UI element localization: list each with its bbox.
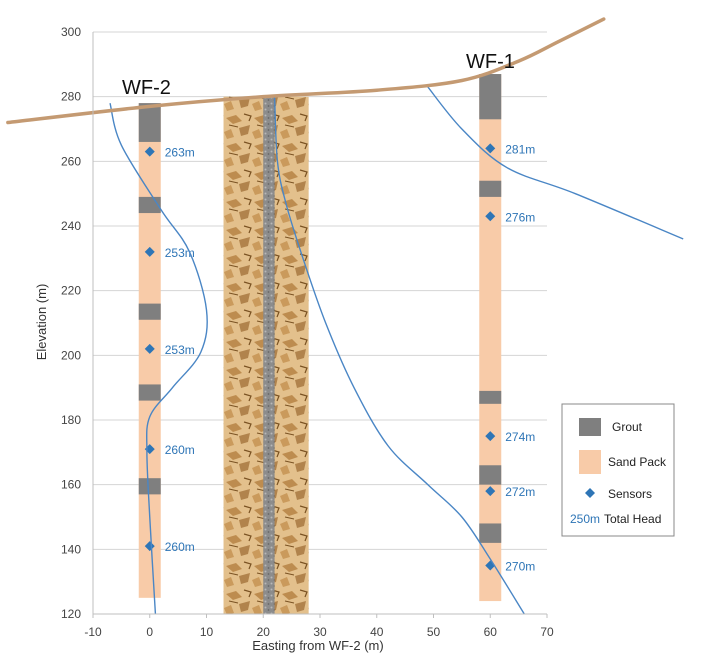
y-tick-label: 140: [61, 542, 81, 556]
grout-interval: [479, 465, 502, 485]
grout-interval: [138, 478, 161, 495]
y-tick-label: 180: [61, 413, 81, 427]
x-tick-label: 60: [484, 625, 498, 639]
sensor-marker: [485, 143, 496, 154]
x-tick-label: 0: [146, 625, 153, 639]
grout-interval: [138, 384, 161, 401]
sensor-marker: [144, 246, 155, 257]
ground-surface-line: [6, 17, 606, 125]
sensor-marker: [485, 211, 496, 222]
grout-interval: [479, 523, 502, 543]
sensor-head-label: 253m: [165, 343, 195, 357]
grout-interval: [479, 74, 502, 120]
fault-zone: [223, 96, 309, 614]
sensor-head-label: 272m: [505, 485, 535, 499]
y-tick-label: 260: [61, 154, 81, 168]
y-tick-label: 120: [61, 607, 81, 621]
x-tick-label: 50: [427, 625, 441, 639]
sensor-marker: [144, 343, 155, 354]
grout-interval: [479, 390, 502, 404]
well-wf1: 281m 276m 274m 272m 270m: [479, 74, 535, 602]
x-tick-label: 20: [257, 625, 271, 639]
sensor-head-label: 281m: [505, 142, 535, 156]
legend-grout-swatch: [579, 418, 601, 436]
x-tick-label: 10: [200, 625, 214, 639]
gridlines: [93, 31, 547, 615]
sensor-head-label: 253m: [165, 246, 195, 260]
ground-surface: [6, 17, 606, 125]
y-tick-label: 300: [61, 25, 81, 39]
legend-sand-pack-label: Sand Pack: [608, 455, 667, 469]
y-tick-label: 200: [61, 348, 81, 362]
wells: 263m 253m 253m 260m 260m 281m 276m 274m 272m 270m: [138, 74, 535, 602]
y-tick-label: 240: [61, 219, 81, 233]
legend-total-head-label: Total Head: [604, 512, 661, 526]
legend-head-example: 250m: [570, 512, 600, 526]
x-axis-title: Easting from WF-2 (m): [252, 638, 383, 653]
y-tick-label: 280: [61, 90, 81, 104]
y-tick-label: 160: [61, 478, 81, 492]
head-profile-line: [273, 96, 525, 614]
legend-grout-label: Grout: [612, 420, 643, 434]
grout-interval: [479, 180, 502, 197]
fault-core: [263, 96, 275, 614]
sensor-marker: [485, 486, 496, 497]
sensor-head-label: 274m: [505, 430, 535, 444]
head-profiles: [109, 86, 684, 614]
grout-interval: [138, 303, 161, 320]
legend-sensor-marker: [585, 488, 595, 498]
legend-sensors-label: Sensors: [608, 487, 652, 501]
sensor-head-label: 270m: [505, 560, 535, 574]
grout-interval: [138, 103, 161, 142]
well-label-wf2: WF-2: [122, 77, 171, 99]
well-label-wf1: WF-1: [466, 51, 515, 73]
axes: 120 140 160 180 200 220 240 260 280 300 -10 0 10 20 30…: [61, 25, 554, 639]
well-wf2: 263m 253m 253m 260m 260m: [138, 103, 195, 598]
sensor-marker: [485, 431, 496, 442]
x-tick-label: -10: [84, 625, 102, 639]
y-axis-title: Elevation (m): [34, 284, 49, 361]
sensor-head-label: 276m: [505, 210, 535, 224]
y-tick-label: 220: [61, 284, 81, 298]
x-tick-label: 40: [370, 625, 384, 639]
sensor-head-label: 263m: [165, 146, 195, 160]
sensor-head-label: 260m: [165, 443, 195, 457]
head-profile-line: [109, 102, 208, 614]
sensor-marker: [144, 146, 155, 157]
x-tick-label: 70: [540, 625, 554, 639]
legend: Grout Sand Pack Sensors 250m Total Head: [561, 403, 675, 537]
x-tick-label: 30: [313, 625, 327, 639]
head-profile-line: [427, 86, 684, 240]
legend-sand-pack-swatch: [579, 450, 601, 474]
sensor-head-label: 260m: [165, 540, 195, 554]
